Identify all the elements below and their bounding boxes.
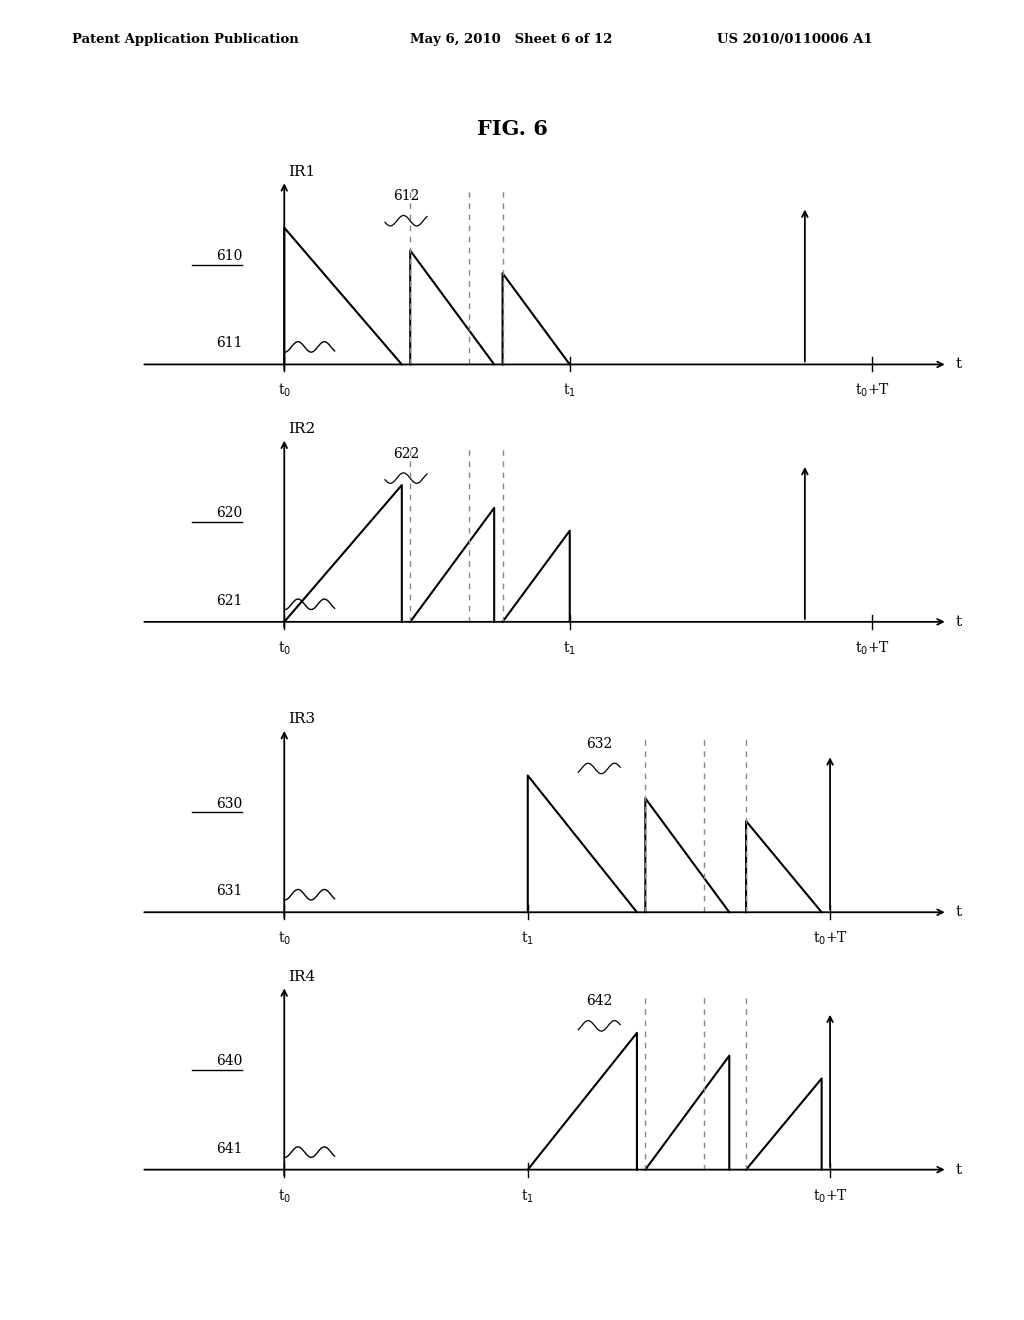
Text: t$_1$: t$_1$	[521, 1187, 535, 1205]
Text: t$_1$: t$_1$	[563, 381, 577, 400]
Text: IR1: IR1	[289, 165, 315, 178]
Text: 622: 622	[393, 446, 420, 461]
Text: t: t	[956, 358, 963, 371]
Text: 610: 610	[216, 248, 243, 263]
Text: US 2010/0110006 A1: US 2010/0110006 A1	[717, 33, 872, 46]
Text: t$_1$: t$_1$	[521, 929, 535, 948]
Text: t$_0$: t$_0$	[278, 929, 291, 948]
Text: t$_1$: t$_1$	[563, 639, 577, 657]
Text: 631: 631	[216, 884, 243, 898]
Text: t$_0$+T: t$_0$+T	[854, 381, 890, 400]
Text: May 6, 2010   Sheet 6 of 12: May 6, 2010 Sheet 6 of 12	[410, 33, 612, 46]
Text: t$_0$: t$_0$	[278, 381, 291, 400]
Text: t: t	[956, 1163, 963, 1176]
Text: FIG. 6: FIG. 6	[476, 119, 548, 139]
Text: IR2: IR2	[289, 422, 315, 436]
Text: t$_0$+T: t$_0$+T	[812, 1187, 848, 1205]
Text: IR4: IR4	[289, 970, 315, 983]
Text: 620: 620	[216, 506, 243, 520]
Text: t$_0$+T: t$_0$+T	[854, 639, 890, 657]
Text: t: t	[956, 906, 963, 919]
Text: 630: 630	[216, 796, 243, 810]
Text: t: t	[956, 615, 963, 628]
Text: t$_0$: t$_0$	[278, 1187, 291, 1205]
Text: 612: 612	[393, 189, 420, 203]
Text: t$_0$: t$_0$	[278, 639, 291, 657]
Text: 632: 632	[587, 737, 612, 751]
Text: t$_0$+T: t$_0$+T	[812, 929, 848, 948]
Text: 642: 642	[587, 994, 613, 1008]
Text: 640: 640	[216, 1053, 243, 1068]
Text: 611: 611	[216, 337, 243, 350]
Text: Patent Application Publication: Patent Application Publication	[72, 33, 298, 46]
Text: 621: 621	[216, 594, 243, 607]
Text: 641: 641	[216, 1142, 243, 1155]
Text: IR3: IR3	[289, 713, 315, 726]
